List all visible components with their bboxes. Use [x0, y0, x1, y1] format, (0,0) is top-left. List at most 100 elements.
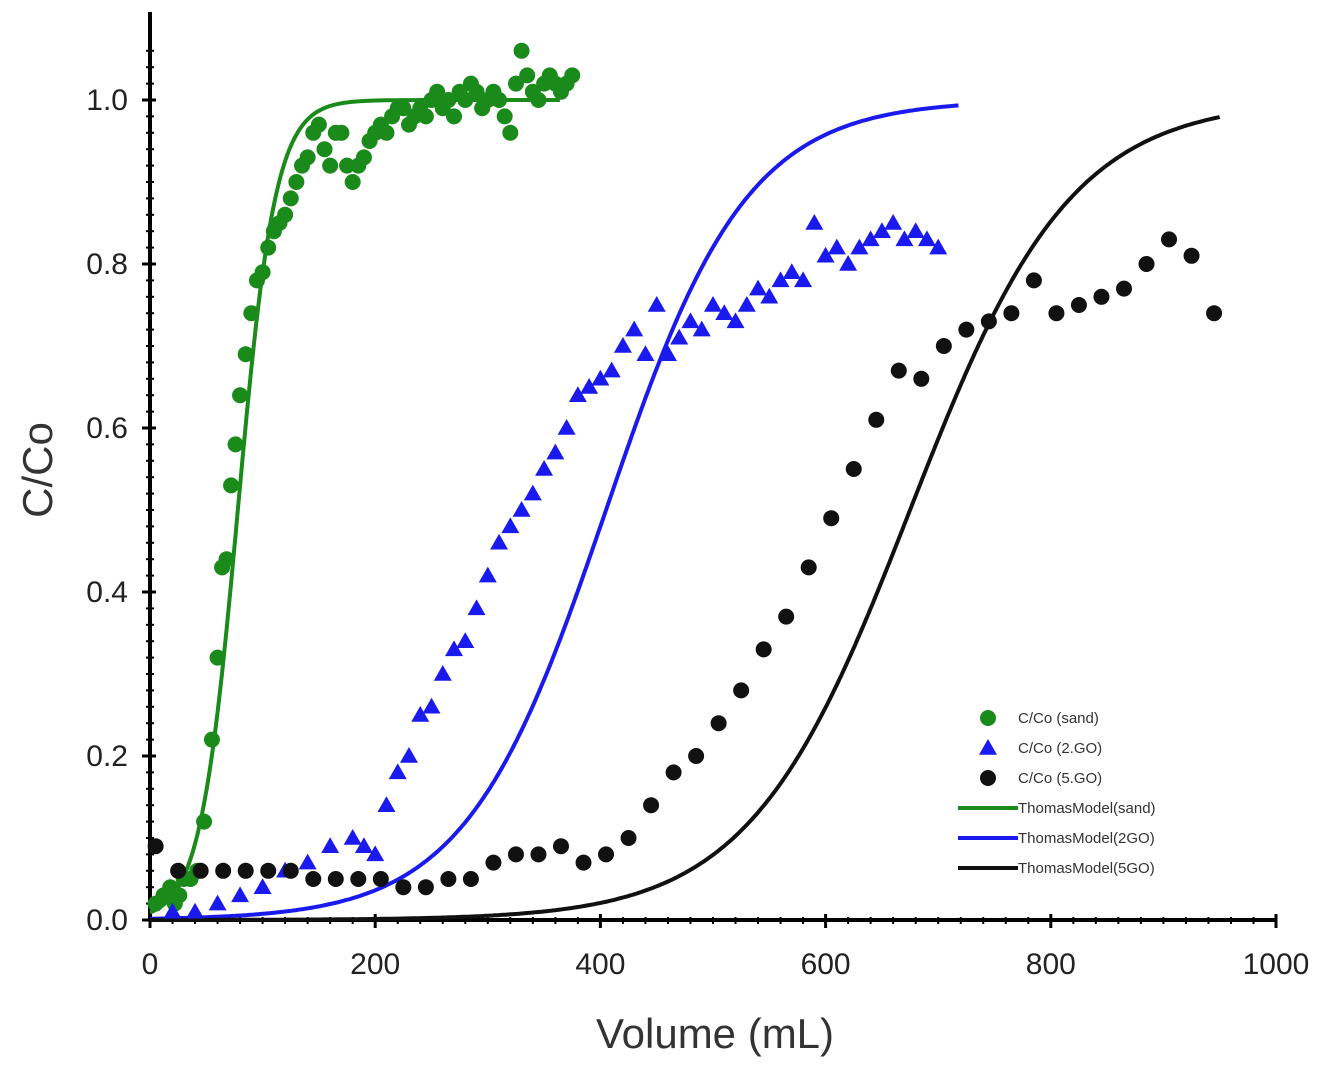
data-point — [378, 124, 395, 141]
data-point — [321, 837, 340, 853]
y-axis-title: C/Co — [14, 422, 61, 518]
data-point — [196, 813, 213, 830]
data-point — [782, 263, 801, 279]
data-point — [546, 443, 565, 460]
data-point — [299, 149, 316, 166]
data-point — [737, 296, 756, 312]
data-point — [260, 239, 277, 256]
data-point — [913, 370, 930, 387]
data-point — [253, 878, 272, 894]
y-tick-label: 0.4 — [86, 576, 128, 609]
data-point — [681, 312, 700, 329]
data-point — [377, 796, 396, 812]
data-point — [467, 599, 486, 616]
data-point — [935, 338, 952, 354]
data-point — [591, 369, 610, 386]
data-point — [733, 682, 750, 699]
legend-marker — [979, 739, 997, 755]
data-point — [917, 230, 936, 247]
data-point — [457, 92, 474, 108]
data-point — [277, 206, 294, 223]
data-point — [839, 255, 858, 271]
data-point — [288, 174, 305, 190]
data-point — [636, 345, 655, 361]
data-point — [316, 141, 333, 158]
data-point — [355, 149, 372, 166]
data-point — [692, 320, 711, 337]
data-point — [958, 321, 975, 338]
y-tick-label: 0.8 — [86, 248, 128, 281]
data-point — [163, 902, 182, 919]
data-point — [339, 157, 356, 174]
data-point — [530, 92, 547, 108]
data-point — [502, 124, 519, 141]
data-point — [890, 362, 907, 379]
x-tick-label: 0 — [142, 948, 159, 981]
data-point — [243, 305, 260, 322]
data-point — [513, 42, 530, 59]
x-axis-title: Volume (mL) — [596, 1010, 834, 1057]
data-point — [895, 230, 914, 247]
data-point — [1115, 280, 1132, 297]
data-point — [1161, 231, 1178, 248]
data-point — [613, 337, 632, 353]
data-point — [411, 706, 430, 722]
data-point — [395, 100, 412, 117]
data-point — [760, 287, 779, 304]
x-tick-label: 600 — [801, 948, 851, 981]
legend-label: C/Co (5.GO) — [1018, 770, 1102, 787]
data-point — [440, 92, 457, 108]
data-point — [670, 328, 689, 345]
legend-marker — [980, 710, 996, 726]
data-point — [602, 361, 621, 378]
legend-label: ThomasModel(5GO) — [1018, 860, 1155, 877]
legend-marker — [980, 770, 996, 786]
data-point — [227, 436, 244, 453]
data-point — [445, 640, 464, 657]
data-point — [429, 83, 446, 100]
data-point — [726, 312, 745, 329]
data-point — [575, 854, 592, 871]
data-point — [1070, 297, 1087, 313]
legend-label: ThomasModel(2GO) — [1018, 830, 1155, 847]
data-point — [868, 411, 885, 428]
data-point — [523, 484, 542, 501]
x-tick-label: 1000 — [1243, 948, 1310, 981]
data-point — [749, 279, 768, 296]
data-point — [643, 797, 660, 814]
data-point — [906, 222, 925, 238]
data-point — [845, 461, 862, 477]
data-point — [237, 346, 254, 363]
data-point — [456, 632, 475, 648]
data-point — [208, 894, 227, 911]
data-point — [395, 879, 412, 896]
data-point — [433, 665, 452, 681]
data-point — [147, 838, 164, 855]
data-point — [254, 264, 271, 281]
data-point — [625, 320, 644, 337]
data-point — [598, 846, 615, 863]
data-point — [535, 460, 554, 476]
data-point — [794, 271, 813, 288]
data-point — [343, 829, 362, 845]
data-point — [530, 846, 547, 863]
data-point — [620, 830, 637, 846]
data-point — [580, 378, 599, 394]
data-point — [491, 92, 508, 108]
data-point — [1183, 247, 1200, 264]
data-point — [929, 238, 948, 255]
data-point — [496, 108, 513, 125]
data-point — [715, 304, 734, 320]
data-point — [1025, 272, 1042, 289]
data-point — [872, 222, 891, 238]
data-point — [861, 230, 880, 247]
data-point — [170, 862, 187, 879]
x-tick-label: 200 — [350, 948, 400, 981]
legend-label: C/Co (sand) — [1018, 710, 1099, 727]
data-point — [282, 190, 299, 207]
data-point — [350, 871, 367, 887]
data-point — [218, 551, 235, 568]
x-tick-label: 400 — [575, 948, 625, 981]
data-point — [231, 886, 250, 903]
